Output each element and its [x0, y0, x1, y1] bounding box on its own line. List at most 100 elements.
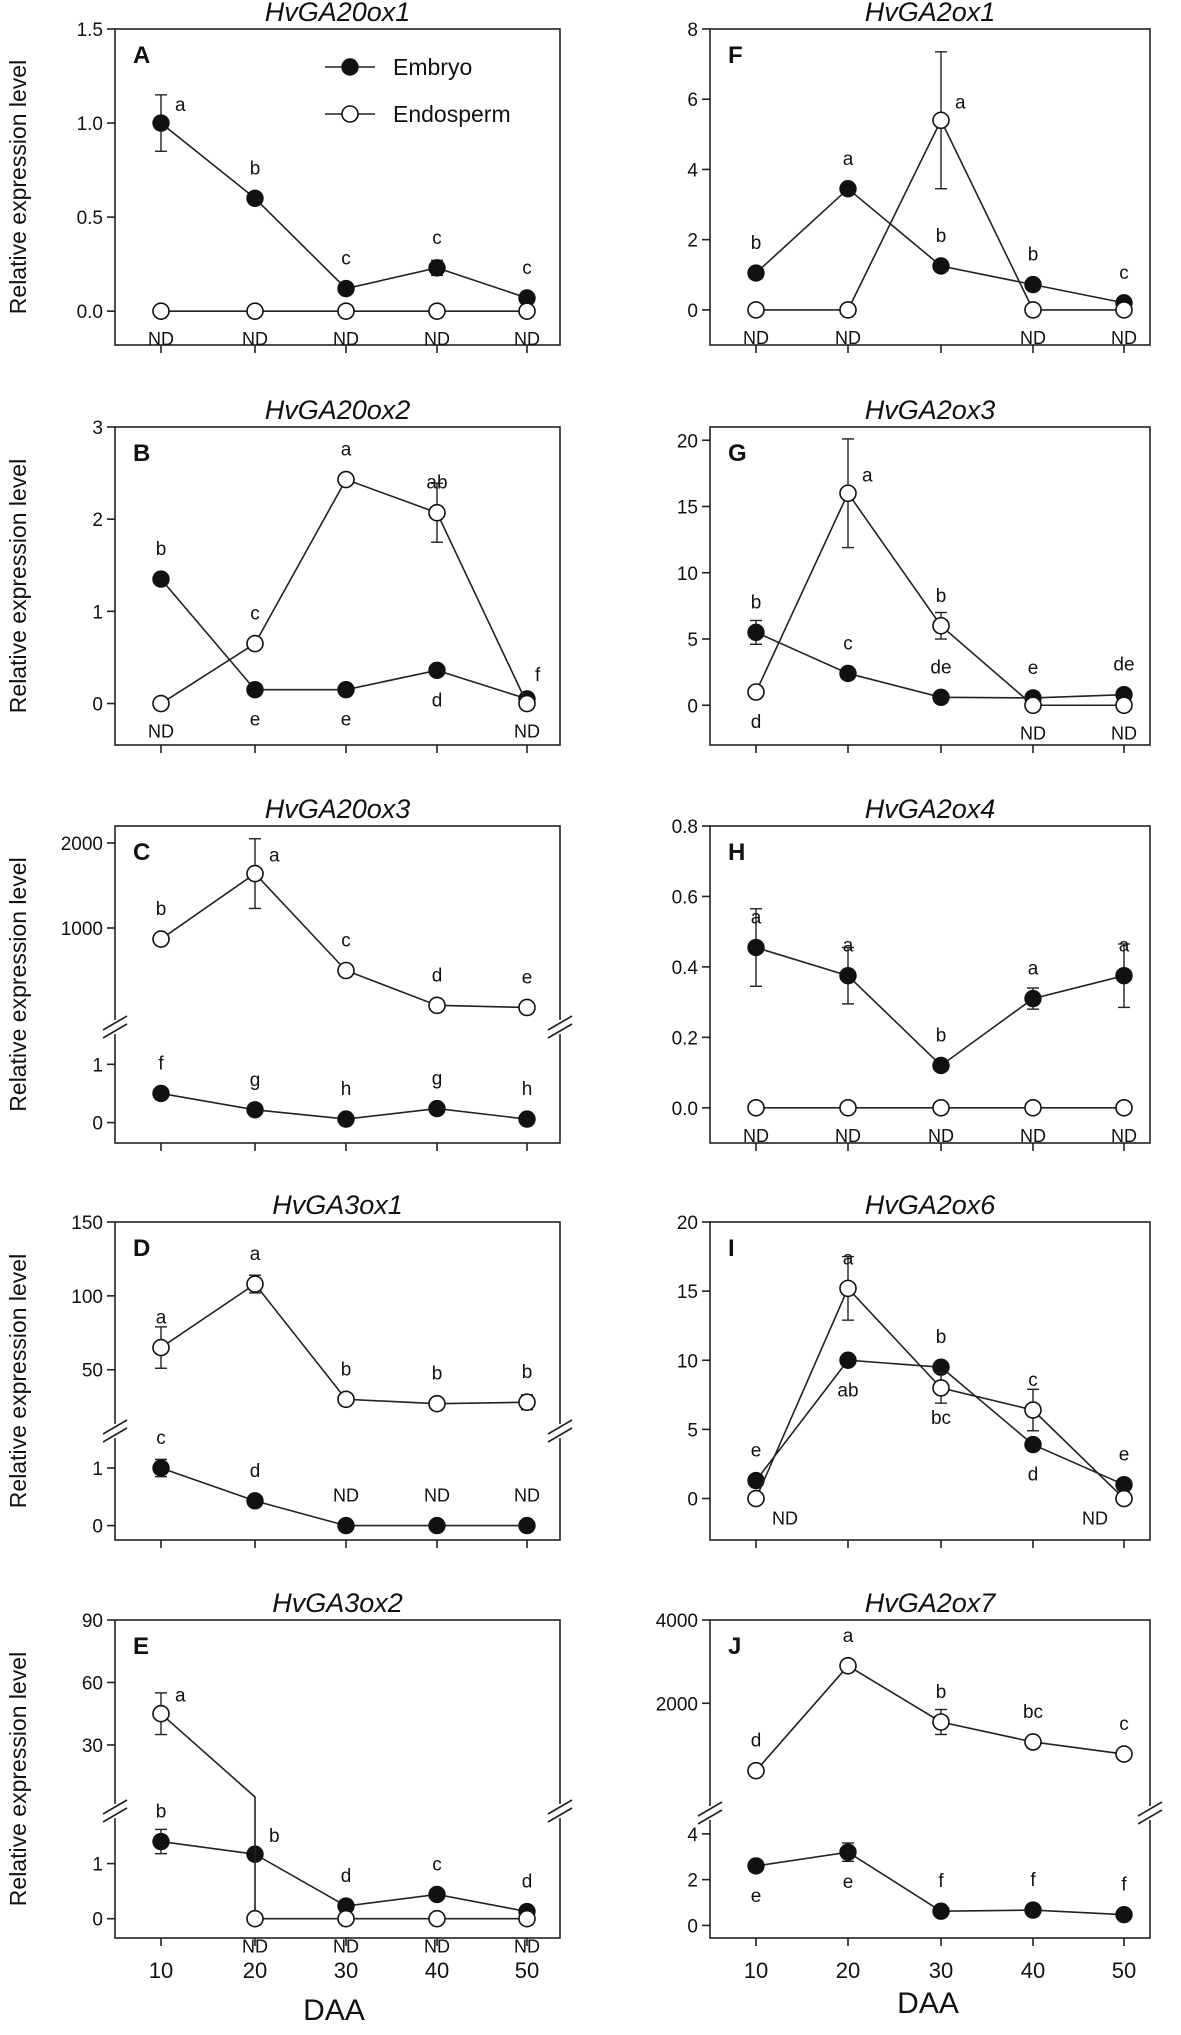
panel-h-embryo-label-1: a	[843, 936, 854, 957]
panel-a-embryo-point-0	[152, 114, 170, 132]
panel-f-endosperm-point-2	[932, 111, 950, 130]
panel-b-endosperm-point-0	[152, 694, 170, 713]
panel-f-title: HvGA2ox1	[865, 0, 996, 27]
panel-j-ytick-label-upper-1: 4000	[656, 1611, 698, 1632]
panel-j-embryo-label-3: f	[1030, 1870, 1036, 1891]
panel-j: HvGA2ox7 J 2000 4000 0 2 4 10 20 30 40 50 e e f f f d a b bc…	[656, 1588, 1163, 1983]
panel-g-frame	[709, 426, 1151, 746]
panel-c-embryo-label-3: g	[432, 1069, 443, 1090]
panel-i: HvGA2ox6 I 0 5 10 15 20 e ab b d e ND a bc c ND	[677, 1190, 1151, 1548]
panel-j-endosperm-label-2: b	[936, 1682, 947, 1703]
panel-b-endosperm-label-4: ND	[514, 722, 540, 742]
panel-e-endosperm-label-2: ND	[333, 1937, 359, 1957]
panel-e-y-axis-label: Relative expression level	[5, 1652, 31, 1906]
panel-d-title: HvGA3ox1	[272, 1190, 403, 1220]
panel-h-endosperm-label-0: ND	[743, 1126, 769, 1146]
panel-i-endosperm-label-2: bc	[931, 1408, 951, 1429]
panel-h-embryo-label-3: a	[1028, 959, 1039, 980]
panel-f-embryo-label-2: b	[936, 226, 947, 247]
panel-b-frame	[114, 426, 561, 746]
panel-c-title: HvGA20ox3	[265, 794, 411, 824]
panel-g-endosperm-label-1: a	[862, 465, 873, 486]
panel-j-xtick-label-2: 30	[929, 1958, 953, 1983]
panel-e-ytick-label-lower-1: 1	[92, 1855, 103, 1876]
panel-e-xtick-label-1: 20	[243, 1958, 267, 1983]
panel-c-embryo-label-2: h	[341, 1079, 352, 1100]
panel-c-endosperm-point-4	[518, 998, 536, 1017]
panel-j-embryo-label-4: f	[1121, 1875, 1127, 1896]
panel-d-embryo-label-2: ND	[333, 1486, 359, 1506]
panel-g-embryo-label-2: de	[930, 657, 951, 678]
panel-f-embryo-point-1	[839, 180, 857, 198]
panel-j-endosperm-label-1: a	[843, 1626, 854, 1647]
panel-b-embryo-point-3	[428, 661, 446, 680]
panel-e-endosperm-label-1: ND	[242, 1937, 268, 1957]
panel-c-embryo-label-4: h	[522, 1079, 533, 1100]
panel-b-ytick-label-1: 1	[92, 602, 103, 623]
panel-a-embryo-label-4: c	[522, 258, 532, 279]
panel-a-frame	[114, 28, 561, 346]
panel-h: HvGA2ox4 H 0.0 0.2 0.4 0.6 0.8 a a b a a ND ND ND ND ND	[672, 794, 1151, 1151]
panel-i-embryo-label-1: ab	[837, 1380, 858, 1401]
panel-g-embryo-label-3: e	[1028, 658, 1039, 679]
panel-j-ytick-label-lower-2: 4	[687, 1825, 698, 1846]
panel-h-endosperm-point-1	[839, 1098, 857, 1117]
panel-a-embryo-point-1	[246, 189, 264, 207]
panel-h-embryo-point-2	[932, 1056, 950, 1075]
panel-c-endosperm-label-1: a	[269, 846, 280, 867]
panel-e-break-mark-b-0	[102, 1807, 128, 1823]
panel-b-ytick-label-3: 3	[92, 418, 103, 439]
panel-d-endosperm-label-1: a	[250, 1244, 261, 1265]
panel-i-title: HvGA2ox6	[865, 1190, 997, 1220]
panel-f-frame	[709, 28, 1151, 346]
panel-i-endosperm-point-1	[839, 1279, 857, 1298]
panel-b-endosperm-line	[160, 478, 528, 705]
panel-e-embryo-point-3	[428, 1885, 446, 1904]
panel-e-xtick-label-0: 10	[149, 1958, 173, 1983]
panel-e-endosperm-label-0: a	[175, 1686, 186, 1707]
panel-j-endosperm-point-2	[932, 1713, 950, 1731]
panel-e-ytick-label-lower-0: 0	[92, 1910, 103, 1931]
panel-f-ytick-label-4: 8	[687, 20, 698, 41]
panel-e-xtick-label-4: 50	[515, 1958, 539, 1983]
panel-f-endosperm-label-4: ND	[1111, 328, 1137, 348]
legend-embryo-marker	[341, 58, 359, 76]
panel-c-endosperm-point-3	[428, 996, 446, 1015]
panel-d-embryo-label-3: ND	[424, 1486, 450, 1506]
panel-d-embryo-point-4	[518, 1516, 536, 1535]
panel-e-embryo-label-4: d	[522, 1872, 533, 1893]
panel-d-endosperm-label-0: a	[156, 1308, 167, 1329]
panel-a-endosperm-label-2: ND	[333, 329, 359, 349]
panel-c-endosperm-label-3: d	[432, 965, 443, 986]
panel-j-embryo-point-2	[932, 1902, 950, 1920]
panel-i-embryo-label-3: d	[1028, 1465, 1039, 1486]
panel-j-endosperm-label-3: bc	[1023, 1702, 1043, 1723]
panel-j-frame	[709, 1619, 1151, 1939]
panel-d-embryo-point-1	[246, 1492, 264, 1510]
panel-b-embryo-line	[160, 578, 528, 700]
panel-d-embryo-point-0	[152, 1459, 170, 1477]
panel-i-endosperm-point-2	[932, 1379, 950, 1397]
panel-c-break-gap-1	[548, 1020, 572, 1034]
panel-b-title: HvGA20ox2	[265, 395, 411, 425]
panel-h-frame	[709, 825, 1151, 1144]
panel-g-endosperm-point-0	[747, 683, 765, 701]
panel-d-endosperm-label-2: b	[341, 1359, 352, 1380]
panel-c-y-axis-label: Relative expression level	[5, 857, 31, 1111]
panel-i-ytick-label-3: 15	[677, 1282, 698, 1303]
panel-j-endosperm-point-3	[1024, 1733, 1042, 1751]
panel-d-letter: D	[133, 1235, 150, 1262]
panel-a-endosperm-point-4	[518, 302, 536, 320]
panel-f-ytick-label-2: 4	[687, 160, 698, 181]
panel-f-embryo-label-1: a	[843, 149, 854, 170]
panel-b-endosperm-point-3	[428, 503, 446, 522]
panel-c-ytick-label-upper-1: 2000	[61, 834, 103, 855]
panel-j-title: HvGA2ox7	[865, 1588, 997, 1618]
panel-d-break-mark-b-1	[547, 1427, 573, 1443]
panel-b-ytick-label-2: 2	[92, 510, 103, 531]
panel-g-ytick-label-3: 15	[677, 498, 698, 519]
panel-b-embryo-label-3: d	[432, 690, 443, 711]
panel-a-endosperm-label-1: ND	[242, 329, 268, 349]
panel-i-endosperm-point-0	[747, 1489, 765, 1508]
panel-b: HvGA20ox2 B Relative expression level 0 1 2 3 b…	[5, 395, 561, 753]
